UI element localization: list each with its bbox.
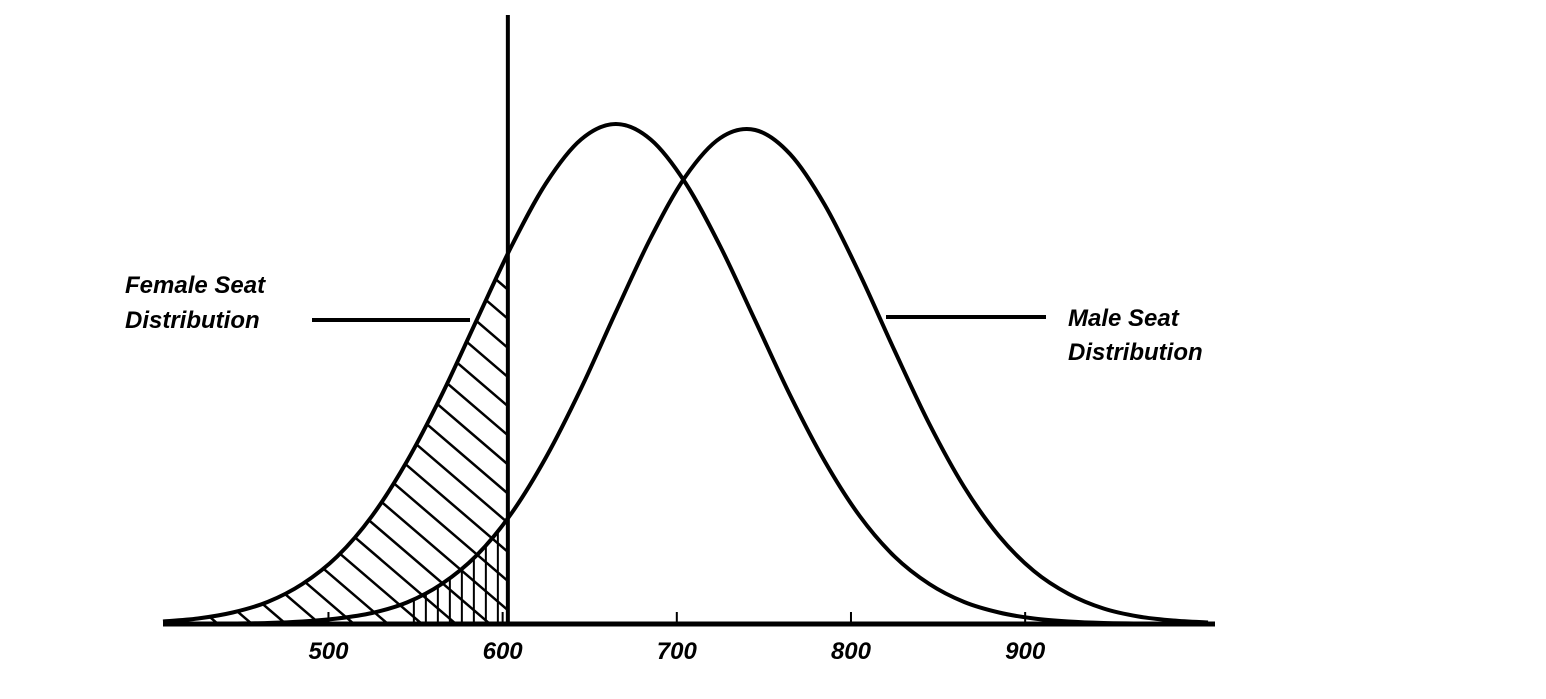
female-label-line-2: Distribution xyxy=(125,307,260,334)
hatch-line xyxy=(0,150,157,630)
hatch-line xyxy=(163,149,294,625)
hatch-line xyxy=(163,149,566,625)
hatch-line xyxy=(163,149,464,625)
female-label-line-1: Female Seat xyxy=(125,272,266,299)
hatch-mask xyxy=(507,124,1209,624)
x-tick-label: 500 xyxy=(308,638,349,665)
hatch-line xyxy=(163,149,260,625)
x-tick-label: 800 xyxy=(831,638,872,665)
distribution-curve xyxy=(162,127,1209,627)
male-label-line-2: Distribution xyxy=(1068,339,1203,366)
hatch-line xyxy=(163,149,430,625)
hatch-line xyxy=(163,149,192,625)
x-tick-label: 600 xyxy=(483,638,524,665)
male-label-line-1: Male Seat xyxy=(1068,305,1180,332)
hatch-line xyxy=(163,149,362,625)
x-tick-label: 700 xyxy=(657,638,698,665)
distribution-curve xyxy=(162,121,1209,627)
x-tick-label: 900 xyxy=(1005,638,1046,665)
hatch-line xyxy=(0,150,123,630)
hatch-line xyxy=(163,149,226,625)
hatch-line xyxy=(163,149,328,625)
hatch-line xyxy=(163,149,498,625)
hatch-line xyxy=(163,149,532,625)
